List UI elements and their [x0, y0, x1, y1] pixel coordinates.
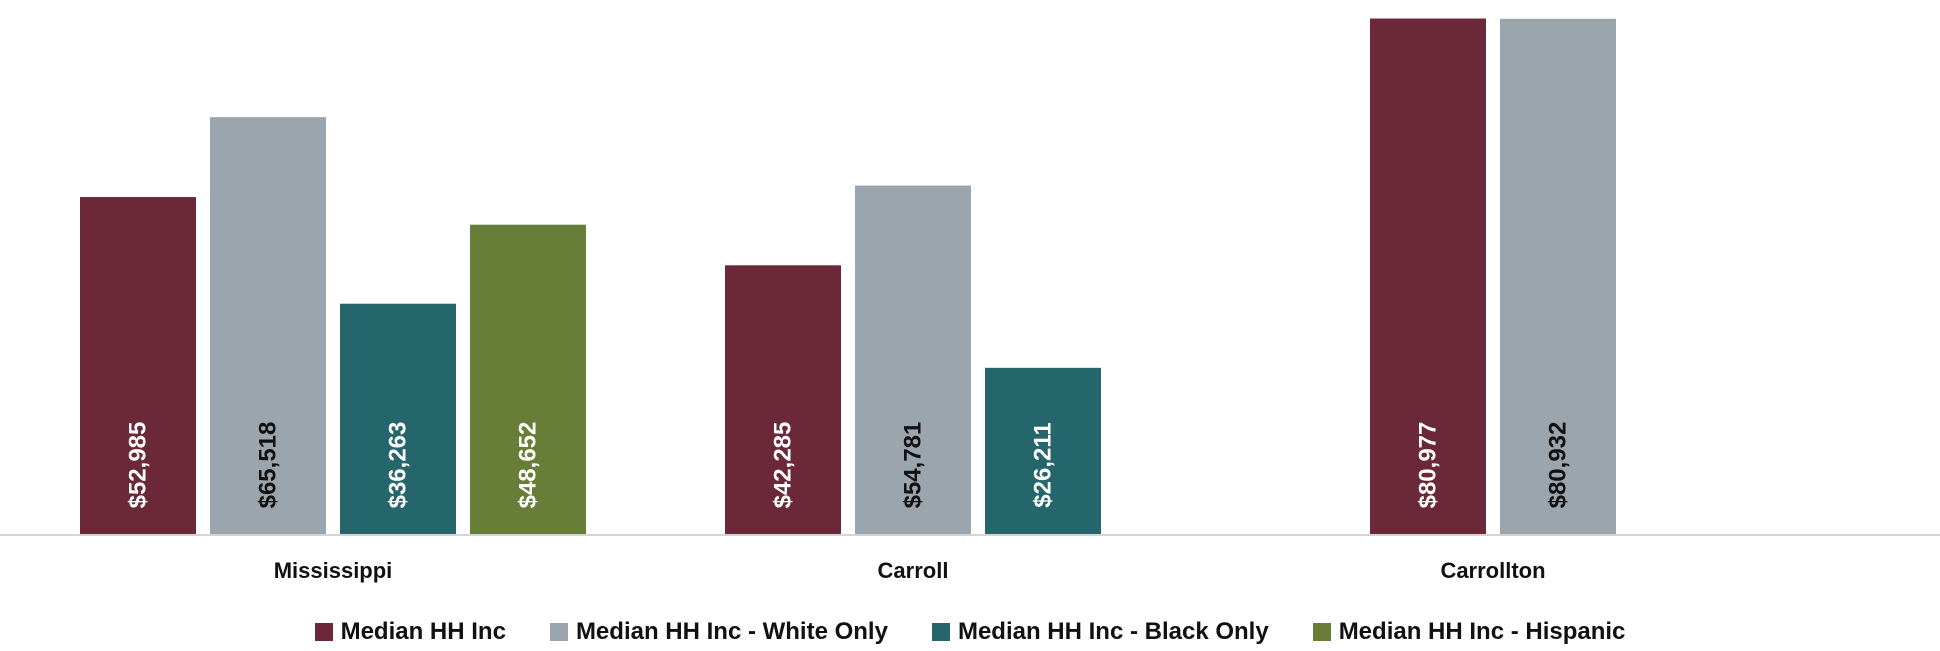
- data-label-mississippi-median-hh-inc-white-only: $65,518: [255, 422, 282, 509]
- data-label-carrollton-median-hh-inc-white-only: $80,932: [1545, 422, 1572, 509]
- data-label-carroll-median-hh-inc-black-only: $26,211: [1030, 422, 1057, 507]
- bar-mississippi-median-hh-inc-white-only: [210, 117, 326, 536]
- labels-layer: $52,985 $65,518 $36,263 $48,652 $42,285 $54,7…: [125, 422, 1572, 509]
- data-label-carroll-median-hh-inc-white-only: $54,781: [900, 422, 927, 509]
- data-label-mississippi-median-hh-inc-black-only: $36,263: [385, 422, 412, 509]
- data-label-carrollton-median-hh-inc: $80,977: [1415, 422, 1442, 509]
- bar-carroll-median-hh-inc-black-only: [985, 367, 1101, 535]
- legend-item-median-hh-inc-hispanic: Median HH Inc - Hispanic: [1312, 618, 1626, 646]
- legend-swatch: [314, 623, 333, 641]
- legend-label: Median HH Inc: [340, 618, 506, 645]
- bar-chart: $52,985 $65,518 $36,263 $48,652 $42,285 $54,7…: [0, 18, 1940, 583]
- category-label-carroll: Carroll: [878, 558, 949, 583]
- legend-label: Median HH Inc - White Only: [575, 618, 888, 645]
- bar-carroll-median-hh-inc: [725, 265, 841, 535]
- bar-mississippi-median-hh-inc-black-only: [340, 303, 456, 535]
- legend-item-median-hh-inc-black-only: Median HH Inc - Black Only: [931, 618, 1269, 646]
- legend: Median HH Inc Median HH Inc - White Only M…: [0, 616, 1940, 648]
- legend-label: Median HH Inc - Hispanic: [1338, 618, 1626, 645]
- category-labels: Mississippi Carroll Carrollton: [274, 558, 1546, 583]
- bar-mississippi-median-hh-inc-hispanic: [470, 224, 586, 535]
- bar-mississippi-median-hh-inc: [80, 197, 196, 535]
- bar-carrollton-median-hh-inc: [1370, 18, 1486, 536]
- bar-carroll-median-hh-inc-white-only: [855, 185, 971, 535]
- data-label-mississippi-median-hh-inc-hispanic: $48,652: [515, 422, 542, 509]
- legend-swatch: [931, 623, 950, 641]
- bar-carrollton-median-hh-inc-white-only: [1500, 18, 1616, 535]
- legend-swatch: [549, 623, 568, 641]
- bars-layer: [80, 18, 1616, 536]
- legend-item-median-hh-inc-white-only: Median HH Inc - White Only: [549, 618, 888, 646]
- data-label-mississippi-median-hh-inc: $52,985: [125, 422, 152, 509]
- legend-label: Median HH Inc - Black Only: [957, 618, 1269, 645]
- data-label-carroll-median-hh-inc: $42,285: [770, 422, 797, 509]
- category-label-carrollton: Carrollton: [1440, 558, 1545, 583]
- legend-item-median-hh-inc: Median HH Inc: [314, 618, 506, 646]
- legend-swatch: [1312, 623, 1331, 641]
- category-label-mississippi: Mississippi: [274, 558, 393, 583]
